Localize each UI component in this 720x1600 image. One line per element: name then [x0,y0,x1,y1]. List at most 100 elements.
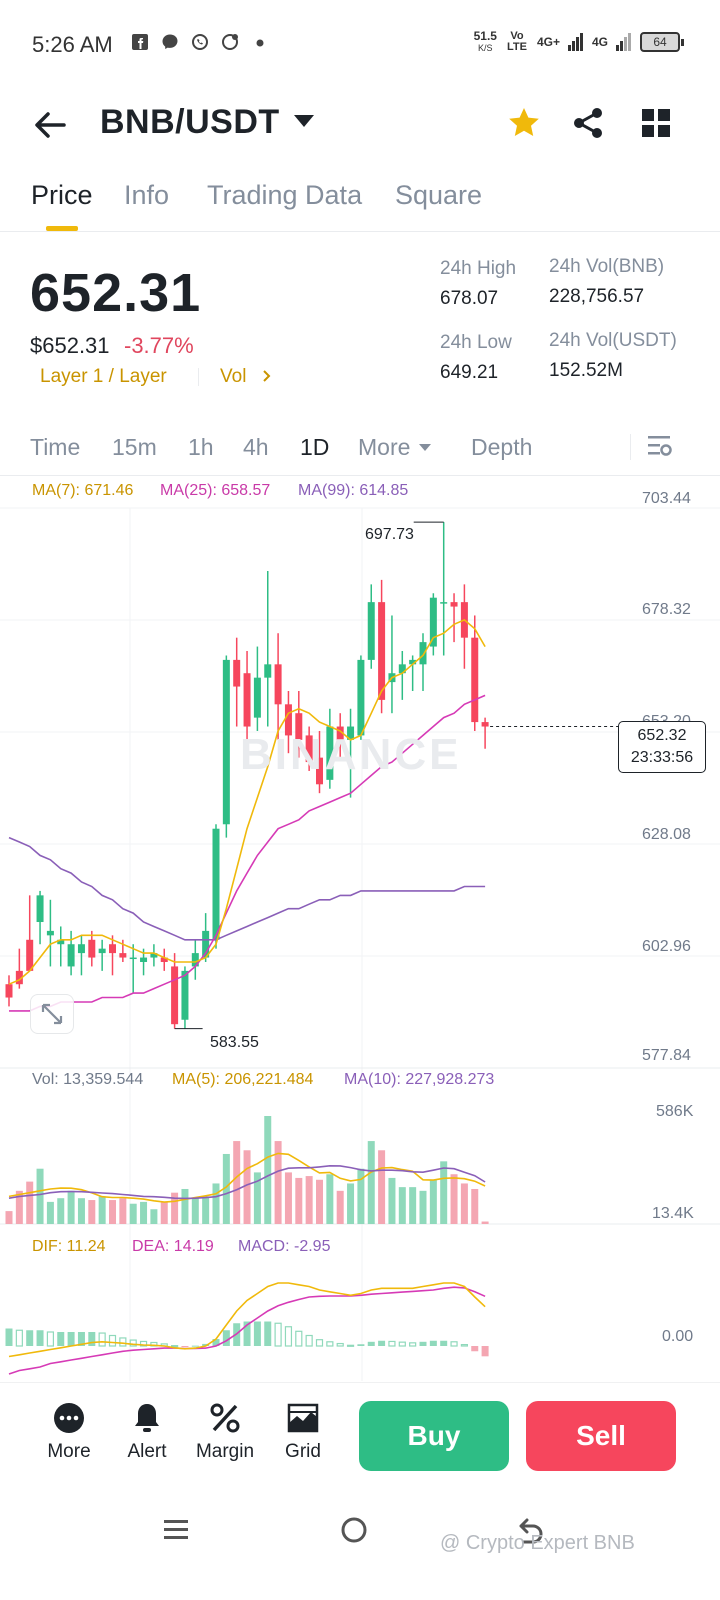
whatsapp-icon [190,33,210,53]
whatsapp-business-icon [220,33,240,53]
recent-apps-icon[interactable] [160,1514,192,1546]
system-indicators: 51.5 K/S Vo LTE 4G+ 4G 64 [474,30,684,54]
volume-bar [481,1221,489,1224]
volume-bar [336,1190,344,1224]
interval-4h[interactable]: 4h [243,434,269,460]
interval-1h[interactable]: 1h [188,434,214,460]
signal-icon-2 [616,33,631,51]
tab-square[interactable]: Square [395,180,483,210]
interval-1d[interactable]: 1D [300,434,330,460]
volume-bar [398,1187,406,1224]
last-price: 652.31 [30,263,202,323]
favorite-star-icon[interactable] [506,105,542,141]
sell-button[interactable]: Sell [526,1401,676,1471]
percent-icon [210,1403,240,1433]
buy-button[interactable]: Buy [359,1401,509,1471]
volume-bar [284,1172,292,1224]
macd-bar [346,1344,355,1347]
grid-bot-icon [287,1403,319,1433]
tab-price[interactable]: Price [31,180,93,210]
layout-grid-icon[interactable] [640,107,672,139]
volume-bar [57,1198,65,1224]
interval-more[interactable]: More [358,434,411,460]
share-icon[interactable] [570,105,606,141]
interval-time[interactable]: Time [30,434,81,460]
binance-watermark: BINANCE [240,730,462,779]
macd-bar [191,1345,199,1347]
volume-bar [305,1176,313,1224]
macd-bar [67,1332,75,1346]
depth-tab[interactable]: Depth [471,434,533,460]
macd-bar [129,1339,137,1347]
category-tags[interactable]: Layer 1 / Layer [40,366,167,387]
volume-bar [471,1188,479,1224]
candlestick-chart[interactable] [0,476,720,1381]
expand-icon [41,1003,63,1025]
candle-body [295,713,303,740]
candle-body [347,726,355,740]
macd-bar [139,1340,148,1347]
volume-bar [440,1161,448,1224]
candle-body [171,966,179,1025]
candle-body [67,944,75,967]
network-4g-label: 4G [591,35,608,49]
macd-bar [77,1332,85,1346]
volume-bar [109,1200,116,1224]
margin-button[interactable]: Margin [190,1401,260,1463]
back-arrow-icon[interactable] [30,105,70,145]
candle-body [88,939,96,958]
volume-bar [367,1141,375,1224]
macd-bar [315,1339,324,1347]
candle-body [202,930,210,958]
volume-bar [429,1179,437,1224]
dot-icon [250,33,270,53]
vol-link[interactable]: Vol [220,366,272,388]
interval-15m[interactable]: 15m [112,434,157,460]
more-button[interactable]: More [34,1401,104,1463]
candle-body [253,677,261,718]
candle-body [429,597,437,647]
high-annotation: 697.73 [365,526,414,543]
ma7-line [8,618,486,985]
candle-body [481,722,489,727]
candle-body [222,659,230,825]
stat-24h-low: 24h Low 649.21 [440,332,512,383]
more-caret-icon[interactable] [419,444,431,451]
candle-body [119,953,127,958]
dif-legend: DIF: 11.24 [32,1238,106,1255]
macd-bar [440,1340,448,1346]
volume-bar [243,1150,251,1224]
volume-axis-label: 586K [656,1103,694,1120]
candle-body [36,895,44,923]
grid-button[interactable]: Grid [268,1401,338,1463]
caret-down-icon[interactable] [294,115,314,127]
price-axis-label: 602.96 [642,938,691,955]
tab-info[interactable]: Info [124,180,170,210]
tag-divider [198,368,199,386]
volume-axis-label: 13.4K [652,1205,694,1222]
stat-24h-high: 24h High 678.07 [440,258,517,309]
macd-bar [419,1341,427,1346]
candle-body [57,939,65,945]
low-annotation: 583.55 [210,1034,259,1051]
home-circle-icon[interactable] [338,1514,370,1546]
alert-button[interactable]: Alert [112,1401,182,1463]
system-nav-bar: @ Crypto Expert BNB [0,1490,720,1600]
fullscreen-button[interactable] [30,994,74,1034]
candle-body [471,637,479,723]
bell-icon [135,1404,159,1432]
dea-legend: DEA: 14.19 [132,1238,214,1255]
volume-bar [46,1201,54,1224]
active-tab-indicator [46,226,78,231]
chevron-right-icon [262,370,271,382]
macd-bar [119,1337,127,1347]
macd-bar [326,1341,334,1347]
macd-bar [264,1321,272,1346]
volume-bar [171,1192,179,1224]
pair-selector[interactable]: BNB/USDT [100,103,280,141]
ma25-line [9,694,486,1012]
nav-back-icon[interactable] [512,1514,546,1548]
chart-settings-icon[interactable] [646,432,674,460]
macd-bar [460,1343,468,1347]
tab-trading-data[interactable]: Trading Data [207,180,363,210]
